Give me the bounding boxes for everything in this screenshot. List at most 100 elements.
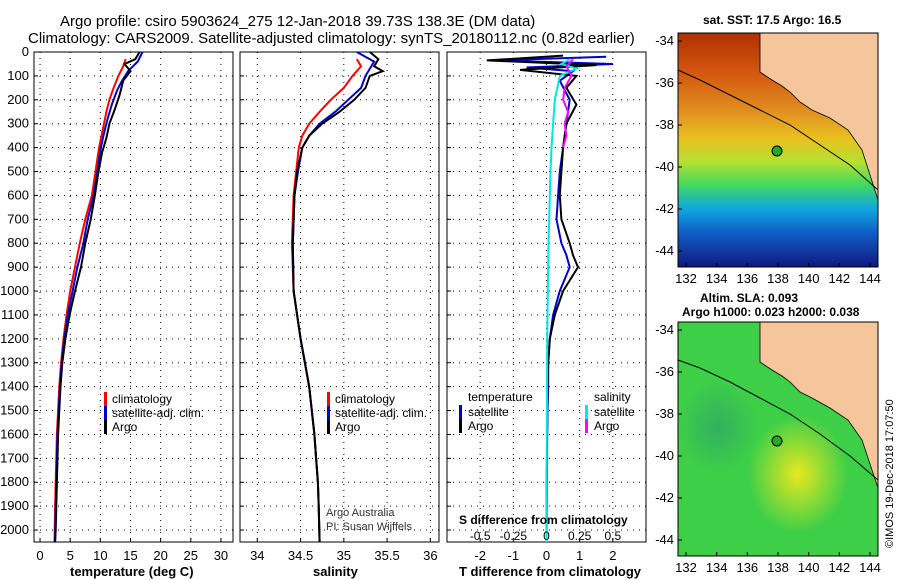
temperature-axis-label: temperature (deg C) [70, 564, 194, 579]
map-y-tick-label: -42 [655, 490, 674, 505]
legend-satellite: satellite-adj. clim. [112, 406, 204, 420]
map-y-tick-label: -36 [655, 75, 674, 90]
sla-argo-marker [771, 435, 783, 447]
x-tick-label: 25 [184, 548, 198, 563]
depth-tick-label: 1400 [0, 379, 29, 394]
series-line-argo [291, 51, 386, 543]
x-tick-label: -1 [508, 548, 520, 563]
depth-tick-label: 2000 [0, 522, 29, 537]
salinity-panel [239, 51, 440, 543]
series-line-satellite-adj-clim- [291, 51, 376, 543]
x-tick-label: 1 [576, 548, 583, 563]
sal-legend-swatch-climatology [327, 392, 330, 406]
map-x-tick-label: 138 [767, 271, 789, 286]
legend-climatology: climatology [112, 392, 172, 406]
series-line-argo [54, 51, 141, 543]
depth-tick-label: 1300 [0, 355, 29, 370]
sla-axes: 132 134 136 138 140 142 144 -34 -36 -38 -40 -42 -44 [655, 322, 881, 575]
s-diff-tick-label: -0.5 [470, 529, 491, 543]
map-y-tick-label: -38 [655, 117, 674, 132]
temperature-legend: climatology satellite-adj. clim. Argo [104, 392, 204, 434]
depth-axis: 0 100 200 300 400 500 600 700 800 900 1000 1100 1200… [0, 44, 29, 537]
depth-tick-label: 200 [7, 92, 29, 107]
map-y-tick-label: -34 [655, 322, 674, 337]
x-tick-label: 35.5 [374, 548, 399, 563]
s-difference-ticks: -0.5 -0.25 0 0.25 0.5 [470, 529, 622, 543]
x-tick-label: -2 [474, 548, 486, 563]
series-line-satellite-adj-clim- [54, 51, 144, 543]
sla-map-title-2: Argo h1000: 0.023 h2000: 0.038 [682, 305, 860, 319]
sla-map-title-1: Altim. SLA: 0.093 [700, 291, 798, 305]
series-line-salinity-argo [562, 58, 574, 148]
diff-legend-s-satellite: satellite [594, 405, 635, 419]
depth-tick-label: 1800 [0, 474, 29, 489]
sst-axes: 132 134 136 138 140 142 144 -34 -36 -38 -40 -42 -44 [655, 33, 881, 286]
x-tick-label: 35 [337, 548, 351, 563]
diff-legend-swatch-s-argo [585, 419, 588, 433]
depth-tick-label: 900 [7, 259, 29, 274]
sal-legend-swatch-satellite [327, 406, 330, 420]
salinity-legend: climatology satellite-adj. clim. Argo [327, 392, 427, 434]
sal-legend-argo: Argo [335, 420, 361, 434]
map-x-tick-label: 134 [706, 271, 728, 286]
x-tick-label: 2 [609, 548, 616, 563]
map-x-tick-label: 140 [798, 560, 820, 575]
map-x-tick-label: 142 [828, 271, 850, 286]
series-line-salinity-satellite [545, 58, 580, 543]
depth-tick-label: 1500 [0, 403, 29, 418]
header-line-1: Argo profile: csiro 5903624_275 12-Jan-2… [60, 13, 535, 30]
x-tick-label: 20 [153, 548, 167, 563]
diff-legend-t-argo: Argo [468, 419, 494, 433]
diff-legend-swatch-t-sat [459, 405, 462, 419]
sal-legend-climatology: climatology [335, 392, 395, 406]
map-y-tick-label: -36 [655, 364, 674, 379]
x-tick-labels: 0 5 10 15 20 25 30 34 34.5 35 35.5 36 -2 -1 0 1 2 [36, 548, 616, 563]
series-line-temperature-satellite [496, 55, 613, 543]
x-tick-label: 34 [250, 548, 264, 563]
sal-legend-satellite: satellite-adj. clim. [335, 406, 427, 420]
x-tick-label: 10 [93, 548, 107, 563]
sla-map: Altim. SLA: 0.093 Argo h1000: 0.023 h200… [677, 291, 879, 557]
map-x-tick-label: 138 [767, 560, 789, 575]
sla-shelf-contour [677, 359, 879, 481]
map-x-tick-label: 134 [706, 560, 728, 575]
map-x-tick-label: 144 [859, 560, 881, 575]
map-x-tick-label: 136 [736, 271, 758, 286]
salinity-axis-label: salinity [313, 564, 359, 579]
legend-swatch-argo [104, 420, 107, 434]
depth-tick-label: 1200 [0, 331, 29, 346]
sst-map-title: sat. SST: 17.5 Argo: 16.5 [703, 13, 842, 27]
map-y-tick-label: -34 [655, 33, 674, 48]
map-y-tick-label: -44 [655, 532, 674, 547]
s-diff-tick-label: 0 [543, 529, 550, 543]
map-y-tick-label: -40 [655, 448, 674, 463]
header-line-2: Climatology: CARS2009. Satellite-adjuste… [28, 30, 635, 47]
profile-curves [53, 51, 613, 543]
depth-tick-label: 300 [7, 116, 29, 131]
grid-dots [34, 51, 646, 542]
map-y-tick-label: -42 [655, 201, 674, 216]
series-line-climatology [290, 58, 363, 543]
x-tick-label: 15 [123, 548, 137, 563]
map-x-tick-label: 142 [828, 560, 850, 575]
x-tick-label: 30 [214, 548, 228, 563]
credit-line-2: PI: Susan Wijffels [326, 521, 412, 533]
map-x-tick-label: 136 [736, 560, 758, 575]
sst-shelf-contour [677, 69, 879, 191]
difference-legend: temperature satellite Argo salinity sate… [459, 390, 635, 433]
difference-axis-label: T difference from climatology [459, 564, 642, 579]
sst-map: sat. SST: 17.5 Argo: 16.5 [677, 13, 879, 268]
depth-tick-label: 1900 [0, 498, 29, 513]
depth-tick-label: 700 [7, 211, 29, 226]
credit-line-1: Argo Australia [326, 507, 395, 519]
series-line-climatology [53, 58, 127, 543]
x-tick-label: 0 [36, 548, 43, 563]
sst-argo-marker [771, 145, 783, 157]
map-x-tick-label: 144 [859, 271, 881, 286]
imos-stamp: ©IMOS 19-Dec-2018 17:07:50 [884, 399, 896, 548]
diff-legend-swatch-s-sat [585, 405, 588, 419]
map-y-tick-label: -40 [655, 159, 674, 174]
diff-legend-t-satellite: satellite [468, 405, 509, 419]
map-y-tick-label: -38 [655, 406, 674, 421]
